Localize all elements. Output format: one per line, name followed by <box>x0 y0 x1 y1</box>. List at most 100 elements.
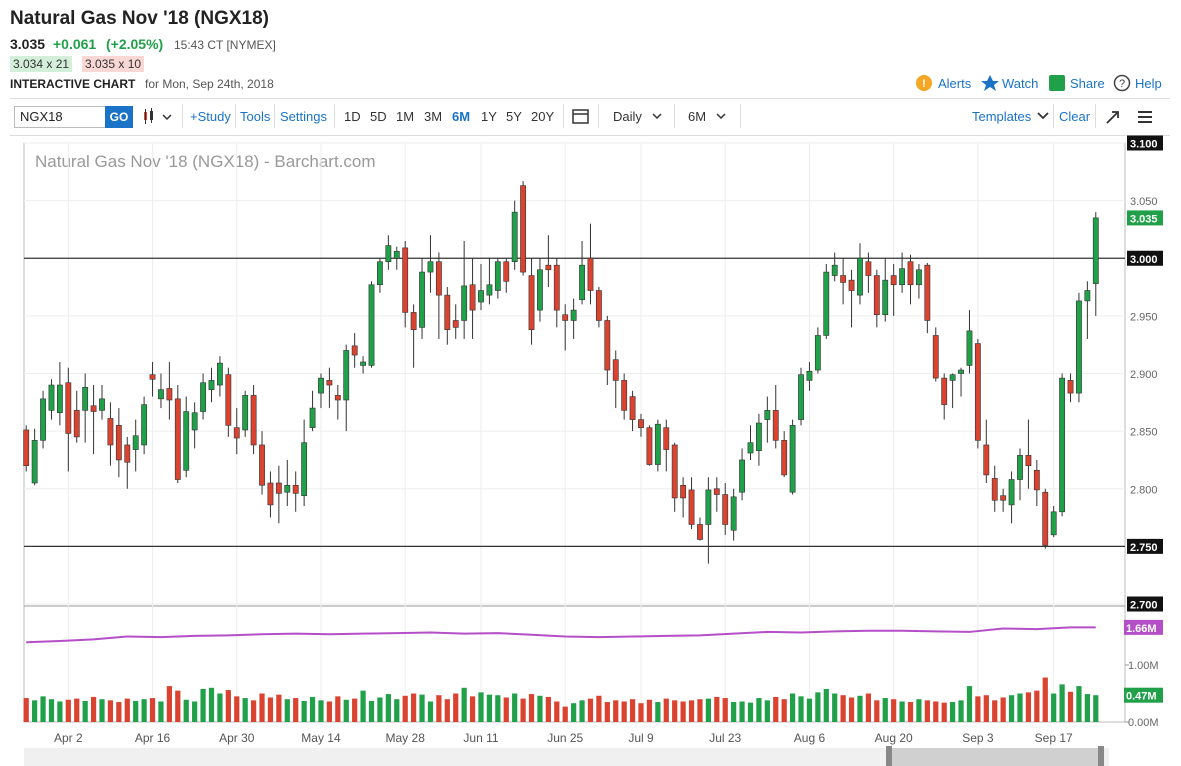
last-price-label: 3.035 <box>1130 213 1158 225</box>
volume-bar <box>444 699 450 722</box>
range[interactable]: 1Y <box>481 109 497 124</box>
candle-body <box>570 309 577 321</box>
volume-bar <box>621 701 627 722</box>
candle-body <box>553 264 560 311</box>
scroll-handle[interactable] <box>1098 746 1104 766</box>
volume-bar <box>48 699 55 722</box>
volume-bar <box>983 695 989 722</box>
chevrons <box>652 113 726 120</box>
range[interactable]: 1M <box>396 109 415 124</box>
candle-body <box>124 444 131 463</box>
range[interactable]: 20Y <box>531 109 555 124</box>
tool-icons[interactable] <box>1104 108 1164 126</box>
link[interactable]: Help <box>1135 76 1162 91</box>
volume-bar <box>225 690 231 722</box>
period[interactable]: 6M <box>688 109 707 124</box>
range[interactable]: 6M <box>452 109 471 124</box>
candle-body <box>966 330 973 366</box>
candle-body <box>478 290 484 303</box>
volume-bar <box>402 695 408 722</box>
tools[interactable]: Tools <box>240 109 271 124</box>
volume-bar <box>158 701 164 722</box>
volume-bar <box>1000 697 1006 722</box>
volume-bar <box>655 702 661 722</box>
volume-bar <box>545 696 551 722</box>
volume-bar <box>486 694 493 722</box>
volume-bar <box>495 695 501 722</box>
chart-type-icon[interactable] <box>142 108 174 126</box>
volume-bar <box>394 699 400 722</box>
candle-body <box>225 374 232 426</box>
volume-bar <box>217 693 223 722</box>
y-tick-box <box>1127 250 1163 266</box>
go-button[interactable]: GO <box>105 106 133 128</box>
range[interactable]: 5D <box>370 109 387 124</box>
range[interactable]: 3M <box>424 109 443 124</box>
volume-bar <box>587 698 594 722</box>
range[interactable]: 1D <box>344 109 361 124</box>
candle-body <box>208 380 215 390</box>
y-tick-label: 2.900 <box>1130 369 1158 381</box>
change: +0.061 <box>53 36 97 52</box>
candle-body <box>393 251 400 259</box>
x-tick-label: Apr 2 <box>54 731 83 745</box>
volume-bar <box>1059 684 1065 722</box>
volume-bar <box>368 700 375 722</box>
candle-body <box>65 382 72 434</box>
volume-bar <box>335 696 341 722</box>
volume-bar <box>234 696 240 722</box>
volume-box <box>1124 687 1163 703</box>
candle-body <box>166 388 173 401</box>
volume-bar <box>259 693 265 722</box>
volume-bar <box>520 698 526 722</box>
candle-body <box>486 284 493 296</box>
templates[interactable]: Templates <box>972 109 1032 124</box>
candle-body <box>823 271 830 336</box>
candle-body <box>932 335 939 379</box>
clear[interactable]: Clear <box>1059 109 1091 124</box>
x-tick-label: Jul 23 <box>709 731 741 745</box>
volume-bar <box>571 703 577 722</box>
candle-body <box>958 369 964 374</box>
scroll-thumb[interactable] <box>888 748 1103 766</box>
y-tick-label: 3.050 <box>1130 196 1158 208</box>
link[interactable]: Watch <box>1002 76 1039 91</box>
volume-bar <box>116 702 122 722</box>
interval[interactable]: Daily <box>613 109 642 124</box>
candle-body <box>713 488 720 495</box>
candle-body <box>90 405 97 412</box>
candle-body <box>579 264 585 301</box>
candle-body <box>242 395 249 431</box>
study[interactable]: +Study <box>190 109 231 124</box>
volume-bar <box>815 692 821 722</box>
link[interactable]: Share <box>1070 76 1105 91</box>
volume-bar <box>596 695 602 722</box>
volume-bar <box>941 702 947 722</box>
candle-body <box>73 410 80 438</box>
volume-bar <box>427 701 434 722</box>
open-interest-line <box>26 626 1096 644</box>
volume-bar <box>175 690 181 722</box>
volume-bar <box>663 698 669 722</box>
range[interactable]: 5Y <box>506 109 522 124</box>
candle-body <box>663 427 670 450</box>
volume-bar <box>1051 693 1057 722</box>
y-tick-box <box>1127 596 1163 612</box>
candle-body <box>697 524 703 540</box>
last-price: 3.035 <box>10 36 46 52</box>
volume-bar <box>242 698 248 722</box>
scroll-handle[interactable] <box>886 746 892 766</box>
candle-body <box>899 268 905 286</box>
candle-body <box>1076 300 1082 394</box>
settings[interactable]: Settings <box>280 109 327 124</box>
calendar-icon[interactable] <box>572 107 590 125</box>
title: Natural Gas Nov '18 (NGX18) <box>10 8 269 29</box>
volume-bar <box>823 688 829 722</box>
scrollbar[interactable] <box>24 748 1109 766</box>
volume-bar <box>537 695 543 722</box>
candle-body <box>343 350 350 401</box>
candle-body <box>848 279 855 291</box>
candle-body <box>873 275 880 316</box>
link[interactable]: Alerts <box>938 76 972 91</box>
volume-bar <box>32 700 38 722</box>
